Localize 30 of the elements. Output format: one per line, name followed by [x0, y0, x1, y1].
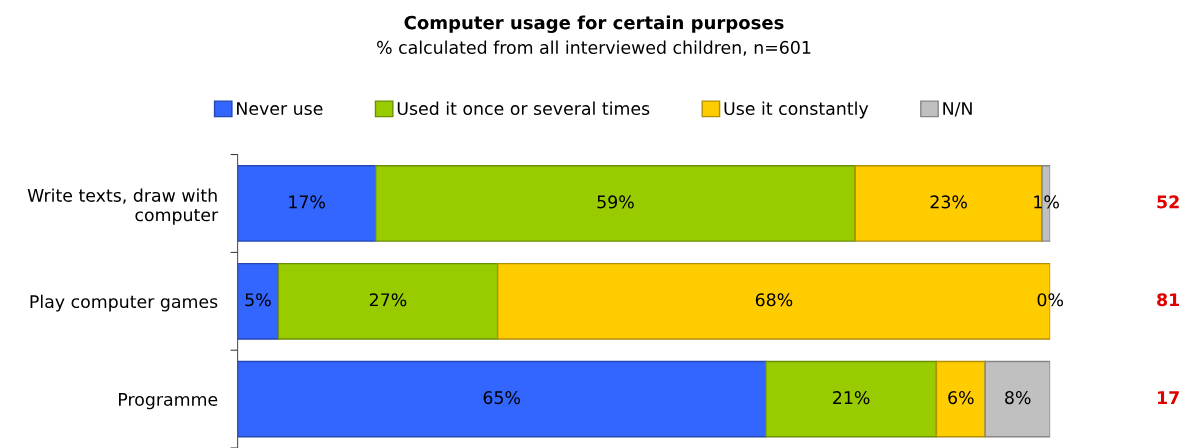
data-label: 23% [930, 195, 967, 209]
data-label: 17% [289, 195, 326, 209]
bar [237, 165, 377, 242]
bar [375, 165, 856, 242]
bar [765, 360, 938, 438]
legend-label: Use it constantly [724, 101, 869, 119]
data-label: 59% [597, 195, 634, 209]
bar [237, 262, 279, 340]
data-label: 8% [1005, 391, 1031, 405]
data-label: 6% [948, 391, 974, 405]
legend-label: Never use [237, 102, 323, 116]
bar [935, 360, 986, 438]
y-tick-label: Write texts, draw with computer [27, 188, 219, 225]
data-label: 65% [483, 391, 521, 405]
data-label: 21% [833, 391, 870, 405]
data-label: 27% [369, 293, 407, 307]
y-tick-label: Programme [119, 393, 218, 410]
text: 17 [1158, 391, 1179, 404]
legend-label: N/N [943, 102, 972, 117]
bar [277, 262, 499, 340]
data-label: 5% [245, 293, 271, 307]
text: 81 [1157, 293, 1180, 307]
chart-title: Computer usage for certain purposes [404, 15, 784, 34]
legend-label: Used it once or several times [397, 101, 650, 116]
bar [984, 360, 1051, 438]
y-tick-label: Play computer games [30, 294, 218, 312]
text: 52 [1157, 195, 1179, 209]
bar [237, 360, 767, 438]
data-label: 68% [755, 293, 793, 307]
chart-subtitle: % calculated from all interviewed children, n=601 [377, 40, 811, 56]
